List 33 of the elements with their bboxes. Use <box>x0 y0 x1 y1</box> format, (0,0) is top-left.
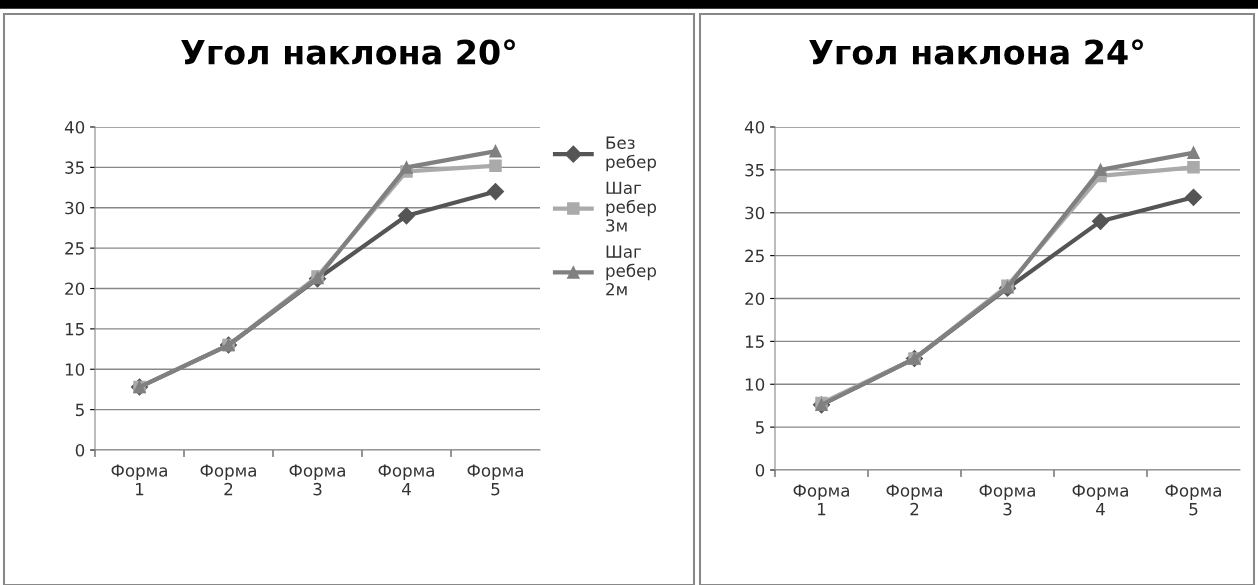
y-tick-label: 30 <box>745 206 765 220</box>
x-tick-label: Форма 4 <box>1072 484 1128 516</box>
chart-title: Угол наклона 24° <box>809 39 1143 65</box>
legend-label: Шаг ребер 3м <box>606 181 657 232</box>
x-tick-label: Форма 3 <box>289 464 345 496</box>
y-tick-label: 0 <box>75 443 85 457</box>
x-tick-label: Форма 3 <box>979 484 1035 516</box>
y-tick-label: 10 <box>745 378 765 391</box>
y-tick-label: 5 <box>755 421 764 434</box>
x-tick-label: Форма 5 <box>1165 484 1221 516</box>
y-tick-label: 15 <box>65 323 84 336</box>
x-tick-label: Форма 2 <box>200 464 256 496</box>
y-tick-label: 20 <box>65 282 85 296</box>
y-tick-label: 40 <box>744 120 765 134</box>
y-tick-label: 20 <box>745 292 765 306</box>
x-tick-label: Форма 2 <box>886 484 942 516</box>
chart-title: Угол наклона 20° <box>181 39 515 65</box>
x-tick-label: Форма 1 <box>111 464 167 496</box>
y-tick-label: 35 <box>65 161 84 174</box>
y-tick-label: 40 <box>64 120 85 134</box>
legend-label: Без ребер <box>606 136 657 172</box>
y-tick-label: 0 <box>755 463 765 477</box>
y-tick-label: 35 <box>745 163 764 177</box>
x-tick-label: Форма 4 <box>378 464 434 496</box>
y-tick-label: 5 <box>75 403 84 417</box>
y-tick-label: 25 <box>745 249 764 263</box>
legend-label: Шаг ребер 2м <box>606 245 657 296</box>
x-tick-label: Форма 5 <box>467 464 523 496</box>
y-tick-label: 15 <box>745 335 764 348</box>
y-tick-label: 25 <box>65 242 84 255</box>
y-tick-label: 30 <box>65 201 85 215</box>
x-tick-label: Форма 1 <box>793 484 849 516</box>
y-tick-label: 10 <box>65 363 85 376</box>
